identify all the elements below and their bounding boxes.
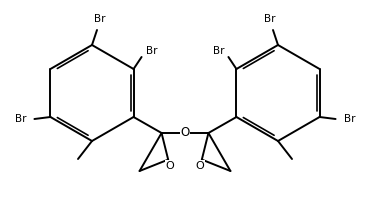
Text: Br: Br xyxy=(145,46,157,56)
Text: O: O xyxy=(181,127,189,139)
Text: Br: Br xyxy=(15,114,26,124)
Text: Br: Br xyxy=(213,46,225,56)
Text: O: O xyxy=(166,161,175,171)
Text: O: O xyxy=(195,161,204,171)
Text: Br: Br xyxy=(94,14,106,24)
Text: Br: Br xyxy=(344,114,355,124)
Text: Br: Br xyxy=(264,14,276,24)
